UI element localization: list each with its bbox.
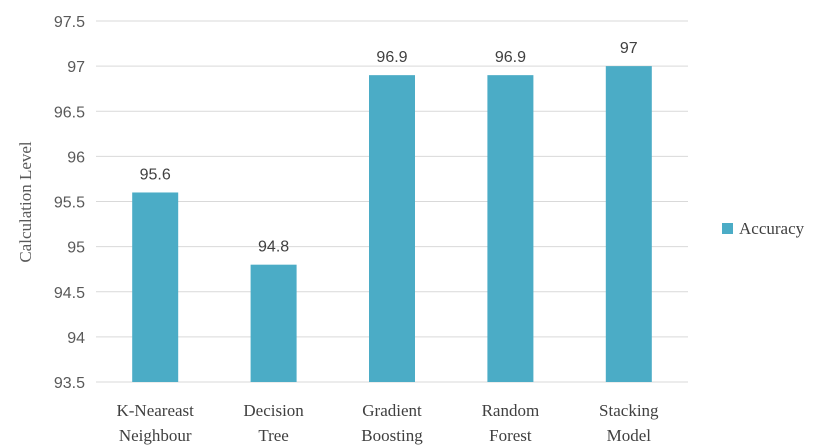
x-category-label: Gradient [362, 401, 422, 420]
y-tick-label: 96.5 [54, 104, 85, 121]
data-labels: 95.6 94.8 96.9 96.9 97 [140, 40, 638, 256]
x-category-label: Stacking [599, 401, 659, 420]
data-label: 96.9 [376, 49, 407, 66]
legend-label-accuracy: Accuracy [739, 219, 805, 238]
x-axis-categories: K-Neareast Neighbour Decision Tree Gradient B… [116, 401, 659, 445]
x-category-label: Boosting [361, 426, 423, 445]
y-axis-title: Calculation Level [16, 141, 35, 263]
x-category-label: Decision [243, 401, 304, 420]
legend: Accuracy [722, 219, 805, 238]
data-label: 94.8 [258, 239, 289, 256]
y-tick-label: 94.5 [54, 285, 85, 302]
y-tick-label: 93.5 [54, 375, 85, 392]
data-label: 97 [620, 40, 638, 57]
y-tick-label: 94 [67, 330, 85, 347]
legend-swatch [722, 223, 733, 234]
y-tick-label: 97.5 [54, 14, 85, 31]
x-category-label: Model [607, 426, 652, 445]
bar [132, 192, 179, 382]
y-tick-label: 95 [67, 240, 85, 257]
y-tick-label: 96 [67, 149, 85, 166]
x-category-label: Neighbour [119, 426, 192, 445]
bar [487, 75, 534, 383]
bar [369, 75, 415, 383]
y-tick-label: 95.5 [54, 195, 85, 212]
bar [250, 264, 297, 382]
data-label: 95.6 [140, 166, 171, 183]
x-category-label: Tree [258, 426, 289, 445]
bar [605, 66, 652, 382]
y-tick-label: 97 [67, 59, 85, 76]
x-category-label: Forest [489, 426, 532, 445]
x-category-label: Random [482, 401, 540, 420]
y-axis-ticks: 93.5 94 94.5 95 95.5 96 96.5 97 97.5 [54, 14, 85, 392]
bars [132, 66, 652, 383]
x-category-label: K-Neareast [116, 401, 194, 420]
data-label: 96.9 [495, 49, 526, 66]
